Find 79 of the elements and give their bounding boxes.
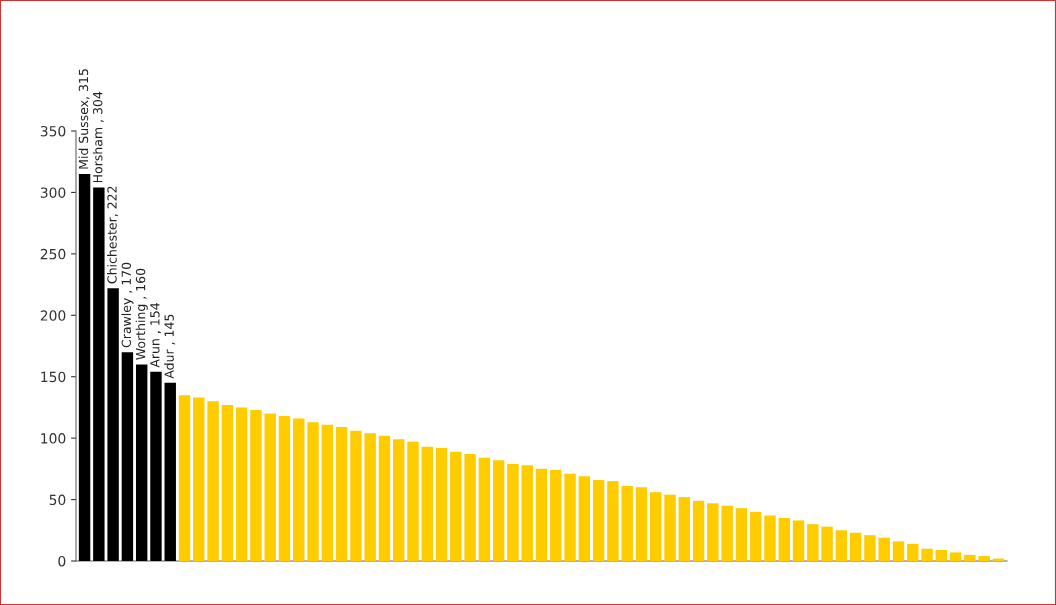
bar [907, 543, 919, 561]
bar [835, 530, 848, 561]
bar [221, 404, 234, 561]
bar [792, 520, 805, 561]
data-label: Horsham , 304 [92, 91, 104, 183]
bar [778, 518, 790, 561]
bar [978, 556, 990, 561]
bar [307, 422, 319, 561]
bar [364, 433, 376, 561]
bar [964, 554, 976, 561]
bar [692, 500, 705, 561]
bar [178, 395, 191, 561]
data-label: Crawley , 170 [121, 262, 134, 348]
bar [892, 541, 905, 561]
bar [278, 416, 291, 561]
y-tick-label: 300 [40, 187, 66, 198]
bar [164, 382, 176, 561]
bar [949, 552, 962, 561]
y-tick-label: 250 [40, 248, 66, 260]
bar [678, 497, 690, 561]
bar [78, 174, 91, 561]
bar [564, 473, 576, 561]
bar [421, 446, 433, 561]
bar [207, 401, 219, 561]
bar [764, 515, 776, 561]
bar [749, 511, 762, 561]
bar [821, 526, 833, 561]
bar [721, 505, 733, 561]
bar [935, 549, 948, 561]
bar [450, 451, 462, 561]
bar [735, 508, 748, 561]
bar [635, 487, 648, 561]
bar [478, 457, 491, 561]
bar [121, 352, 134, 561]
bar [235, 407, 248, 561]
bar [864, 535, 876, 561]
bar [535, 468, 548, 561]
y-tick-label: 0 [58, 555, 66, 567]
bar [664, 494, 676, 561]
bar [578, 476, 591, 561]
y-tick-label: 100 [41, 433, 66, 444]
bar [550, 470, 562, 561]
bar [407, 441, 419, 561]
bar [321, 424, 334, 561]
y-tick-label: 350 [40, 125, 66, 137]
bar [335, 427, 348, 561]
bar [650, 492, 662, 561]
bar [107, 288, 119, 561]
bar [521, 465, 533, 561]
bar [878, 537, 890, 561]
bar [507, 463, 519, 561]
bar [250, 409, 262, 561]
bar [464, 454, 476, 561]
bar [607, 481, 619, 561]
data-label: Arun , 154 [150, 303, 161, 368]
bar [193, 397, 205, 561]
data-label: Chichester, 222 [107, 186, 119, 284]
bar [921, 548, 933, 561]
data-label: Adur , 145 [164, 314, 176, 379]
y-tick-label: 150 [41, 371, 66, 383]
bar [378, 435, 391, 561]
bar [135, 364, 148, 561]
bar [707, 503, 719, 561]
bar [492, 460, 505, 561]
bar [150, 371, 162, 561]
bar [807, 524, 819, 561]
bar [849, 532, 862, 561]
y-tick-label: 50 [49, 494, 66, 506]
bar [350, 430, 362, 561]
data-label: Worthing , 160 [135, 268, 148, 360]
y-tick-label: 200 [40, 310, 66, 321]
bar [393, 439, 405, 561]
bar [264, 413, 276, 561]
bar [621, 486, 633, 561]
bar [293, 418, 305, 561]
bar [93, 187, 105, 561]
data-label: Mid Sussex, 315 [78, 69, 90, 169]
bar [435, 447, 448, 561]
bar [592, 479, 605, 561]
